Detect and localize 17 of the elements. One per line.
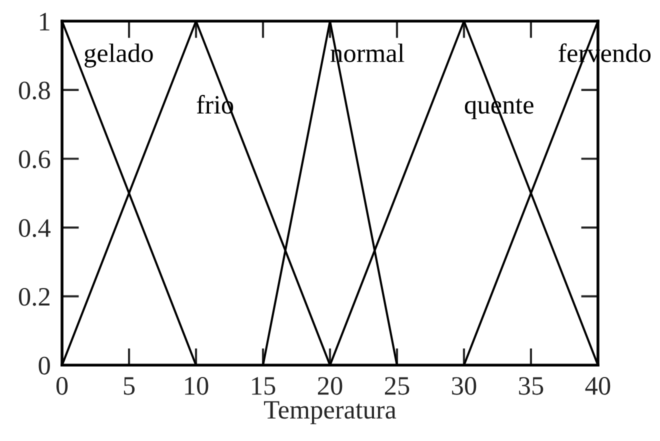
y-tick-label: 0 xyxy=(38,356,50,375)
x-tick-label: 0 xyxy=(56,377,68,395)
y-tick-label: 0.8 xyxy=(18,82,50,100)
y-tick-label: 0.2 xyxy=(18,288,50,306)
x-tick-label: 30 xyxy=(452,377,476,395)
y-tick-label: 0.6 xyxy=(18,150,50,168)
y-tick-label: 1 xyxy=(40,12,50,30)
x-tick-label: 20 xyxy=(318,377,342,395)
x-tick-label: 15 xyxy=(252,377,276,395)
x-tick-label: 35 xyxy=(519,377,544,395)
y-tick-label: 0.4 xyxy=(18,219,51,238)
x-tick-label: 10 xyxy=(185,377,208,395)
x-axis-title: Temperatura xyxy=(264,401,396,424)
series-label: gelado xyxy=(84,44,153,68)
x-tick-label: 5 xyxy=(124,377,135,395)
x-tick-label: 25 xyxy=(384,377,410,395)
x-tick-label: 40 xyxy=(585,377,610,395)
